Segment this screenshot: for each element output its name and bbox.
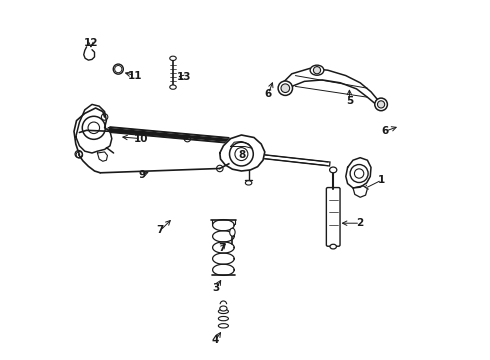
Ellipse shape	[245, 181, 252, 185]
Ellipse shape	[219, 324, 228, 328]
Text: 3: 3	[213, 283, 220, 293]
Text: 8: 8	[239, 150, 246, 160]
Polygon shape	[353, 186, 368, 197]
Ellipse shape	[113, 64, 123, 74]
Ellipse shape	[375, 98, 388, 111]
Text: 9: 9	[139, 170, 146, 180]
Ellipse shape	[220, 306, 227, 311]
Text: 1: 1	[378, 175, 386, 185]
Circle shape	[281, 84, 290, 93]
Circle shape	[377, 101, 385, 108]
Ellipse shape	[219, 316, 228, 321]
Text: 12: 12	[84, 38, 98, 48]
Text: 7: 7	[218, 243, 225, 253]
Ellipse shape	[310, 65, 324, 75]
Text: 11: 11	[128, 71, 143, 81]
Text: 5: 5	[346, 96, 353, 106]
Text: 4: 4	[212, 335, 219, 345]
Text: 13: 13	[176, 72, 191, 82]
Polygon shape	[98, 152, 107, 161]
Text: 10: 10	[133, 134, 148, 144]
Polygon shape	[220, 135, 265, 171]
Ellipse shape	[330, 244, 337, 249]
Ellipse shape	[219, 309, 228, 314]
Ellipse shape	[230, 228, 235, 236]
Text: 6: 6	[265, 89, 272, 99]
Circle shape	[314, 67, 320, 74]
Polygon shape	[346, 158, 371, 188]
Text: 7: 7	[157, 225, 164, 235]
Text: 6: 6	[381, 126, 388, 136]
Ellipse shape	[330, 167, 337, 173]
Ellipse shape	[278, 81, 293, 95]
FancyBboxPatch shape	[326, 188, 340, 246]
Polygon shape	[281, 68, 380, 106]
Ellipse shape	[170, 85, 176, 89]
Ellipse shape	[170, 56, 176, 60]
Text: 2: 2	[357, 218, 364, 228]
Polygon shape	[76, 104, 112, 153]
